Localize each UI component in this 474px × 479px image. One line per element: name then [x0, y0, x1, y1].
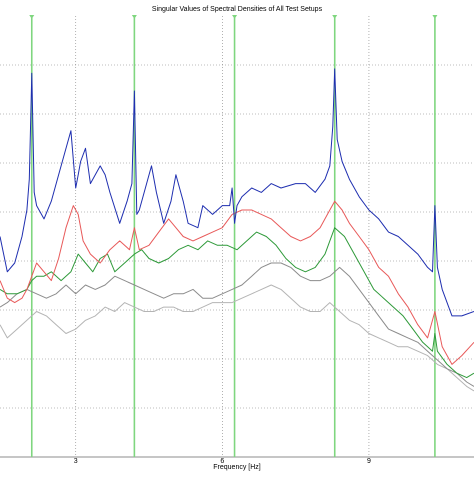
- peak-marker-layer: [29, 15, 438, 457]
- peak-marker-triangle: [332, 15, 338, 19]
- peak-marker-triangle: [432, 15, 438, 19]
- series-layer: [0, 68, 474, 392]
- series-line-3: [0, 227, 474, 379]
- series-line-2: [0, 200, 474, 365]
- peak-marker-triangle: [232, 15, 238, 19]
- chart-title: Singular Values of Spectral Densities of…: [152, 6, 323, 13]
- peak-marker-triangle: [29, 15, 35, 19]
- peak-marker-triangle: [131, 15, 137, 19]
- x-tick-label: 6: [220, 458, 224, 465]
- x-tick-label: 9: [367, 458, 371, 465]
- x-axis-label: Frequency [Hz]: [213, 464, 261, 471]
- series-line-5: [0, 284, 474, 392]
- x-tick-label-layer: 3 6 9: [74, 458, 371, 465]
- series-line-1: [0, 68, 474, 317]
- series-line-4: [0, 262, 474, 387]
- x-tick-label: 3: [74, 458, 78, 465]
